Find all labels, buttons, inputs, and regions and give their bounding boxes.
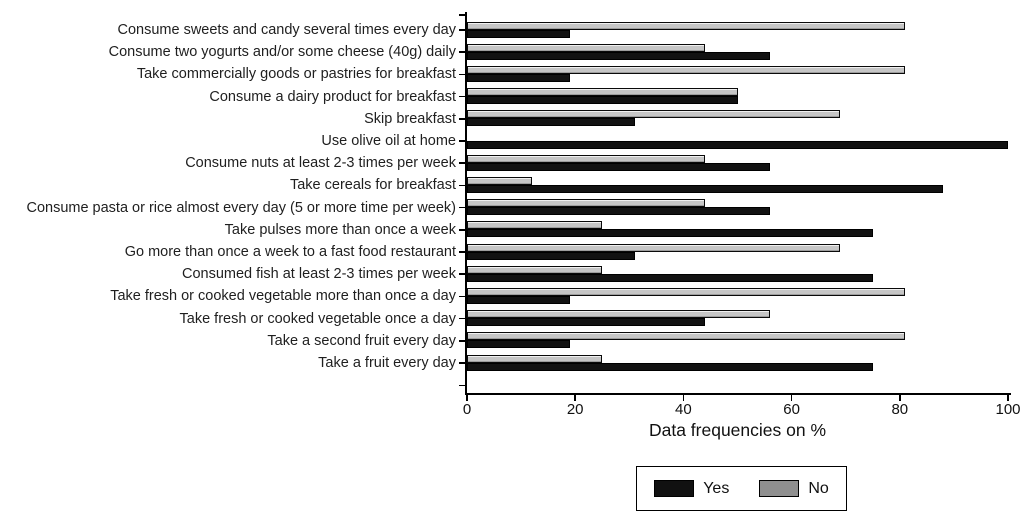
bar-no [467, 65, 906, 74]
bar-no [467, 265, 603, 274]
bar-yes [467, 273, 873, 282]
category-label: Use olive oil at home [321, 133, 456, 149]
category-label: Consume pasta or rice almost every day (… [26, 199, 456, 216]
y-tick [459, 29, 466, 31]
bar-yes [467, 73, 570, 82]
bar-yes [467, 96, 738, 105]
bar-no [467, 287, 906, 296]
y-tick [459, 184, 466, 187]
category-label: Take cereals for breakfast [289, 177, 456, 194]
bar-yes [467, 184, 944, 193]
bar-yes [467, 362, 873, 371]
y-tick [459, 251, 466, 253]
x-tick-label: 20 [566, 401, 584, 418]
y-tick [459, 95, 466, 98]
y-axis-end-tick [459, 384, 466, 386]
bar-yes [467, 318, 706, 327]
category-label: Consume a dairy product for breakfast [209, 88, 456, 105]
x-tick [899, 395, 901, 401]
bar-yes [467, 51, 770, 60]
plot-area [467, 12, 1008, 393]
category-label: Skip breakfast [364, 110, 456, 127]
y-tick [459, 162, 466, 164]
bar-no [467, 176, 532, 185]
bar-no [467, 43, 706, 52]
category-label: Take a second fruit every day [267, 332, 456, 349]
y-tick [459, 317, 466, 320]
category-label: Consumed fish at least 2-3 times per wee… [181, 266, 456, 283]
x-tick-label: 60 [783, 401, 800, 418]
bar-no [467, 221, 603, 230]
legend-item-no: No [759, 479, 829, 498]
x-axis-line [465, 393, 1011, 395]
bar-yes [467, 295, 570, 304]
category-label: Take commercially goods or pastries for … [136, 66, 456, 83]
x-tick-label: 100 [995, 401, 1021, 418]
legend-label: Yes [703, 479, 730, 497]
x-tick-label: 80 [891, 401, 909, 418]
bar-yes [467, 229, 873, 238]
y-tick [459, 295, 466, 298]
bar-no [467, 243, 841, 252]
bar-no [467, 110, 841, 119]
bar-yes [467, 251, 635, 260]
legend: Yes No [636, 466, 847, 511]
category-label: Take fresh or cooked vegetable more than… [110, 288, 456, 305]
bar-yes [467, 29, 570, 38]
category-label: Take pulses more than once a week [224, 221, 456, 238]
category-label: Go more than once a week to a fast food … [124, 244, 456, 260]
y-tick [459, 118, 466, 120]
legend-swatch-yes [654, 480, 695, 497]
x-tick [682, 395, 685, 401]
category-label: Consume nuts at least 2-3 times per week [185, 155, 456, 172]
y-tick [459, 73, 466, 76]
legend-label: No [808, 479, 829, 497]
bar-yes [467, 207, 770, 216]
legend-item-yes: Yes [654, 480, 729, 498]
y-tick [459, 140, 466, 142]
bar-no [467, 21, 906, 30]
x-tick-label: 0 [462, 401, 472, 418]
category-label: Consume sweets and candy several times e… [117, 22, 457, 38]
x-axis-title: Data frequencies on % [648, 420, 827, 440]
y-axis-end-tick [459, 14, 466, 16]
y-tick [459, 340, 466, 342]
bar-yes [467, 140, 1008, 149]
bar-no [467, 88, 738, 97]
y-tick [459, 229, 466, 231]
bar-no [467, 354, 603, 363]
x-tick [1007, 395, 1009, 401]
x-tick [790, 395, 793, 401]
bar-no [467, 310, 770, 319]
category-label: Take fresh or cooked vegetable once a da… [179, 310, 456, 327]
legend-swatch-no [759, 480, 800, 497]
bar-no [467, 332, 906, 341]
x-tick [466, 395, 468, 401]
category-label: Consume two yogurts and/or some cheese (… [108, 44, 456, 61]
bar-yes [467, 118, 635, 127]
category-axis-labels: Consume sweets and candy several times e… [0, 0, 456, 514]
y-tick [459, 273, 466, 275]
x-tick [574, 395, 576, 401]
x-tick-label: 40 [675, 401, 692, 418]
y-axis-line [465, 12, 467, 395]
y-tick [459, 206, 466, 209]
bar-no [467, 199, 706, 208]
bar-yes [467, 340, 570, 349]
category-label: Take a fruit every day [318, 355, 456, 371]
bar-yes [467, 162, 770, 171]
y-tick [459, 362, 466, 364]
y-tick [459, 51, 466, 53]
bar-no [467, 154, 706, 163]
